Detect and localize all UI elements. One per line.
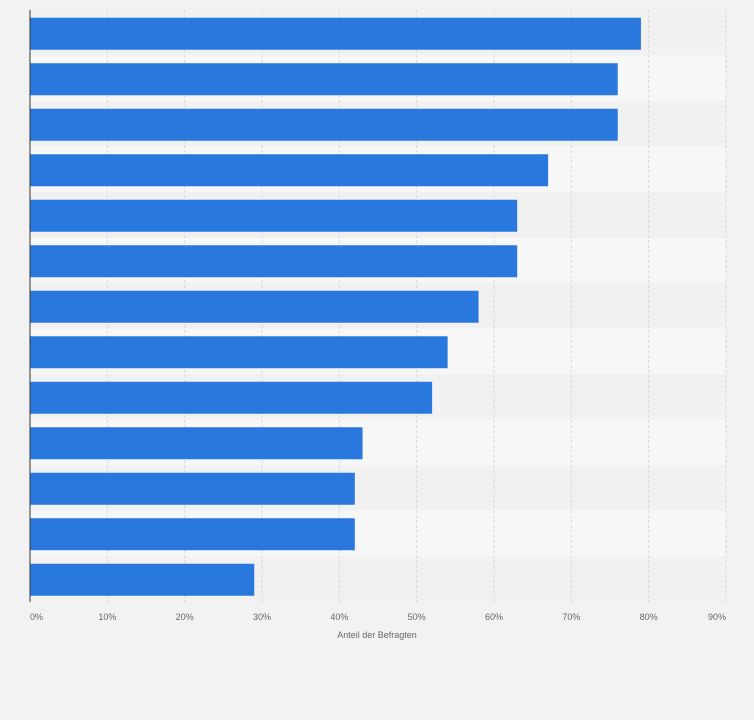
x-tick-label: 30% [253, 612, 271, 622]
bar[interactable] [30, 472, 355, 505]
x-tick-label: 80% [640, 612, 658, 622]
bar[interactable] [30, 518, 355, 551]
x-tick-label: 40% [330, 612, 348, 622]
x-tick-label: 90% [708, 612, 726, 622]
x-tick-label: 50% [408, 612, 426, 622]
bar[interactable] [30, 563, 255, 596]
bar[interactable] [30, 381, 433, 414]
bar[interactable] [30, 63, 618, 96]
x-tick-label: 70% [562, 612, 580, 622]
bars [30, 17, 641, 596]
bar[interactable] [30, 290, 479, 323]
x-axis-title: Anteil der Befragten [337, 630, 417, 640]
bar[interactable] [30, 17, 641, 50]
bar[interactable] [30, 154, 549, 187]
bar[interactable] [30, 427, 363, 460]
x-tick-label: 10% [98, 612, 116, 622]
bar[interactable] [30, 245, 518, 278]
x-tick-label: 0% [30, 612, 43, 622]
x-tick-label: 20% [176, 612, 194, 622]
bar[interactable] [30, 199, 518, 232]
x-tick-labels: 0% 10% 20% 30% 40% 50% 60% 70% 80% 90% [30, 612, 726, 622]
bar[interactable] [30, 108, 618, 141]
bar[interactable] [30, 336, 448, 369]
x-tick-label: 60% [485, 612, 503, 622]
